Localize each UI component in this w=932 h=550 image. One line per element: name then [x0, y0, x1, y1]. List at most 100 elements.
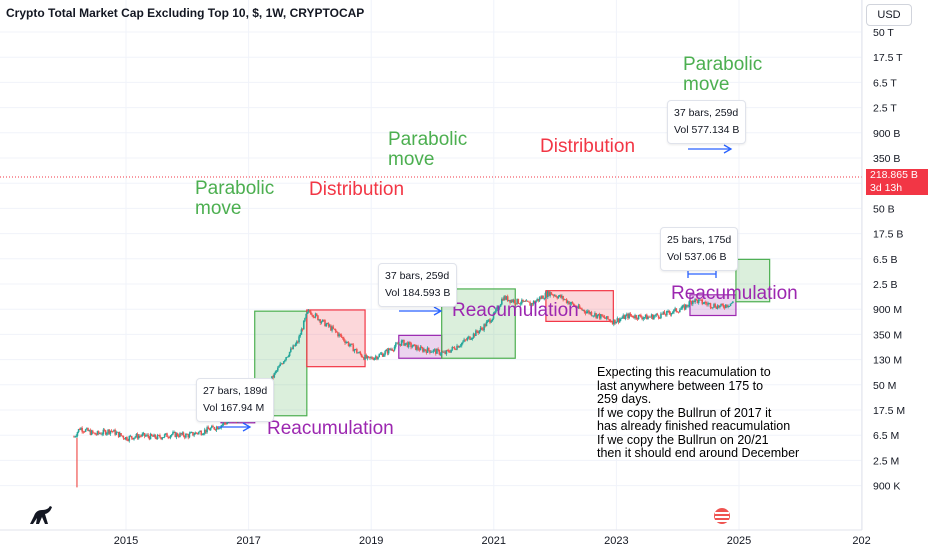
candle-body	[674, 308, 676, 310]
candle	[574, 304, 576, 307]
candle	[113, 429, 115, 432]
candle	[86, 427, 88, 430]
candle-body	[722, 304, 725, 308]
candle-body	[201, 434, 204, 436]
candle	[458, 345, 461, 348]
candle	[148, 435, 151, 441]
candle	[344, 339, 346, 345]
candle-body	[83, 431, 86, 433]
candle	[114, 428, 116, 437]
candle-body	[548, 291, 550, 296]
arrow-head	[433, 306, 443, 316]
candle	[561, 294, 563, 300]
candle-body	[707, 303, 709, 305]
candle	[88, 429, 91, 432]
candle	[285, 357, 287, 362]
candle	[568, 301, 570, 305]
candle-body	[444, 351, 447, 354]
candle	[590, 310, 593, 317]
candle-body	[459, 345, 462, 347]
candle-body	[671, 312, 674, 314]
candle	[300, 327, 303, 335]
candle	[326, 322, 329, 325]
candle	[419, 345, 422, 351]
candle	[670, 312, 673, 317]
candle-body	[373, 357, 376, 360]
candle	[451, 345, 454, 352]
candle	[480, 326, 483, 331]
candle	[80, 427, 82, 431]
us-event-flag-icon[interactable]	[712, 507, 732, 525]
candle-body	[214, 429, 217, 431]
candle-body	[465, 339, 468, 341]
candle	[635, 314, 638, 321]
candle-body	[293, 345, 296, 347]
candle-body	[430, 351, 432, 353]
candle-body	[635, 315, 638, 319]
candle-body	[189, 432, 192, 434]
candle	[581, 307, 583, 311]
candle	[397, 341, 399, 345]
candle	[679, 308, 681, 313]
candle-body	[337, 332, 339, 337]
candle	[432, 349, 435, 354]
candle-body	[407, 342, 410, 348]
candle-body	[615, 321, 617, 324]
candle-body	[353, 349, 356, 352]
candle	[666, 310, 668, 317]
candle	[366, 355, 369, 361]
candle-body	[333, 328, 336, 330]
candle	[525, 299, 528, 302]
candle	[681, 304, 683, 311]
tradingview-logo-icon[interactable]	[28, 504, 54, 526]
candle	[483, 323, 485, 333]
candle	[126, 436, 128, 442]
candle	[188, 431, 191, 439]
candle-body	[530, 303, 533, 306]
candle-body	[670, 313, 673, 315]
candle-body	[550, 292, 553, 295]
candle-body	[518, 303, 521, 305]
candle	[360, 353, 363, 358]
candle	[145, 434, 147, 437]
candle-body	[668, 311, 671, 313]
candle	[587, 309, 589, 314]
currency-selector[interactable]: USD	[866, 4, 912, 26]
candle	[596, 314, 599, 319]
candle	[582, 309, 584, 312]
candle	[143, 432, 146, 439]
candle-body	[423, 349, 425, 352]
candle	[339, 333, 342, 337]
candle-body	[379, 353, 382, 355]
candle-body	[578, 305, 581, 309]
candle	[170, 433, 173, 437]
candle-body	[123, 438, 126, 440]
candle	[409, 341, 411, 345]
candle	[198, 431, 200, 435]
candle	[535, 300, 537, 303]
candle-body	[133, 437, 135, 440]
candle-body	[97, 431, 100, 434]
candle-body	[365, 354, 368, 359]
candle	[463, 337, 465, 343]
candle-body	[440, 352, 443, 354]
candle-body	[511, 299, 514, 302]
candle-body	[404, 343, 406, 346]
candle-body	[113, 429, 115, 432]
candle	[416, 344, 418, 352]
candle-body	[300, 329, 303, 335]
candle-body	[651, 314, 654, 320]
candle	[130, 435, 133, 440]
candle	[516, 298, 518, 305]
candle	[190, 431, 193, 434]
candle	[99, 432, 101, 435]
label-reacumulation-2019: Reacumulation	[452, 300, 579, 321]
candle-body	[439, 353, 442, 355]
candle-body	[588, 310, 590, 314]
candle-body	[650, 314, 653, 317]
candle-body	[90, 430, 93, 435]
candle	[150, 433, 153, 437]
candle	[78, 427, 81, 431]
candle	[456, 343, 458, 351]
